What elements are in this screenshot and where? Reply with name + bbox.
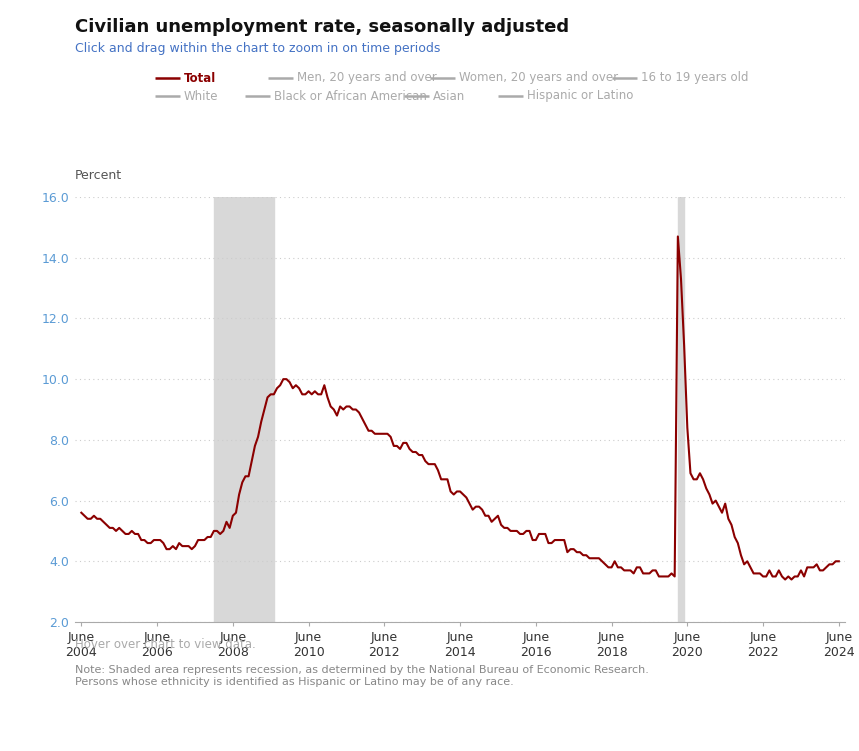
Text: Total: Total <box>184 71 216 85</box>
Text: 16 to 19 years old: 16 to 19 years old <box>641 71 748 85</box>
Text: Click and drag within the chart to zoom in on time periods: Click and drag within the chart to zoom … <box>75 42 441 55</box>
Text: Black or African American: Black or African American <box>274 89 427 102</box>
Text: Asian: Asian <box>433 89 466 102</box>
Text: Percent: Percent <box>75 169 122 182</box>
Text: Men, 20 years and over: Men, 20 years and over <box>297 71 436 85</box>
Text: Hispanic or Latino: Hispanic or Latino <box>527 89 633 102</box>
Text: Note: Shaded area represents recession, as determined by the National Bureau of : Note: Shaded area represents recession, … <box>75 665 649 686</box>
Bar <box>214 197 274 622</box>
Text: Women, 20 years and over: Women, 20 years and over <box>459 71 618 85</box>
Text: Hover over chart to view data.: Hover over chart to view data. <box>75 638 256 651</box>
Bar <box>678 197 684 622</box>
Text: Civilian unemployment rate, seasonally adjusted: Civilian unemployment rate, seasonally a… <box>75 18 570 36</box>
Text: White: White <box>184 89 218 102</box>
